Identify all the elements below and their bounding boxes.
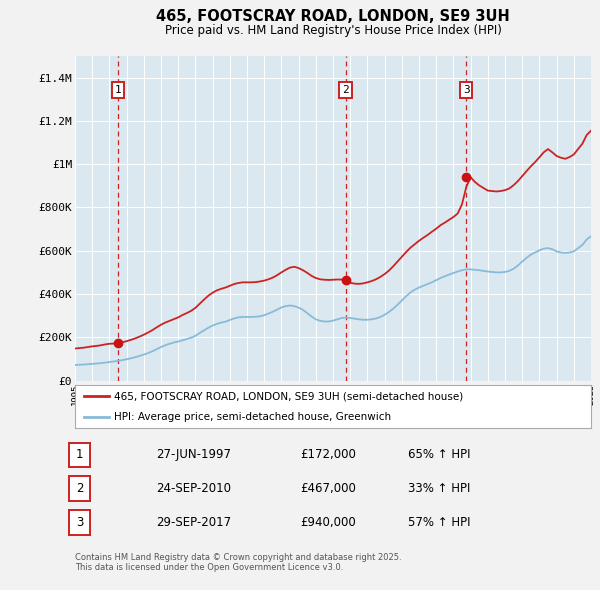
Text: HPI: Average price, semi-detached house, Greenwich: HPI: Average price, semi-detached house,… (114, 412, 391, 422)
Text: 57% ↑ HPI: 57% ↑ HPI (408, 516, 470, 529)
Text: This data is licensed under the Open Government Licence v3.0.: This data is licensed under the Open Gov… (75, 563, 343, 572)
Text: 2: 2 (342, 85, 349, 95)
Text: 465, FOOTSCRAY ROAD, LONDON, SE9 3UH: 465, FOOTSCRAY ROAD, LONDON, SE9 3UH (156, 9, 510, 24)
Text: 27-JUN-1997: 27-JUN-1997 (156, 448, 231, 461)
Text: 465, FOOTSCRAY ROAD, LONDON, SE9 3UH (semi-detached house): 465, FOOTSCRAY ROAD, LONDON, SE9 3UH (se… (114, 391, 463, 401)
Text: Price paid vs. HM Land Registry's House Price Index (HPI): Price paid vs. HM Land Registry's House … (164, 24, 502, 37)
Text: £172,000: £172,000 (300, 448, 356, 461)
Text: 33% ↑ HPI: 33% ↑ HPI (408, 482, 470, 495)
Text: 3: 3 (76, 516, 83, 529)
Text: 2: 2 (76, 482, 83, 495)
Text: £940,000: £940,000 (300, 516, 356, 529)
Text: 3: 3 (463, 85, 470, 95)
Text: 65% ↑ HPI: 65% ↑ HPI (408, 448, 470, 461)
Text: £467,000: £467,000 (300, 482, 356, 495)
Text: 1: 1 (76, 448, 83, 461)
Text: 1: 1 (115, 85, 121, 95)
Text: 24-SEP-2010: 24-SEP-2010 (156, 482, 231, 495)
Text: Contains HM Land Registry data © Crown copyright and database right 2025.: Contains HM Land Registry data © Crown c… (75, 553, 401, 562)
Text: 29-SEP-2017: 29-SEP-2017 (156, 516, 231, 529)
